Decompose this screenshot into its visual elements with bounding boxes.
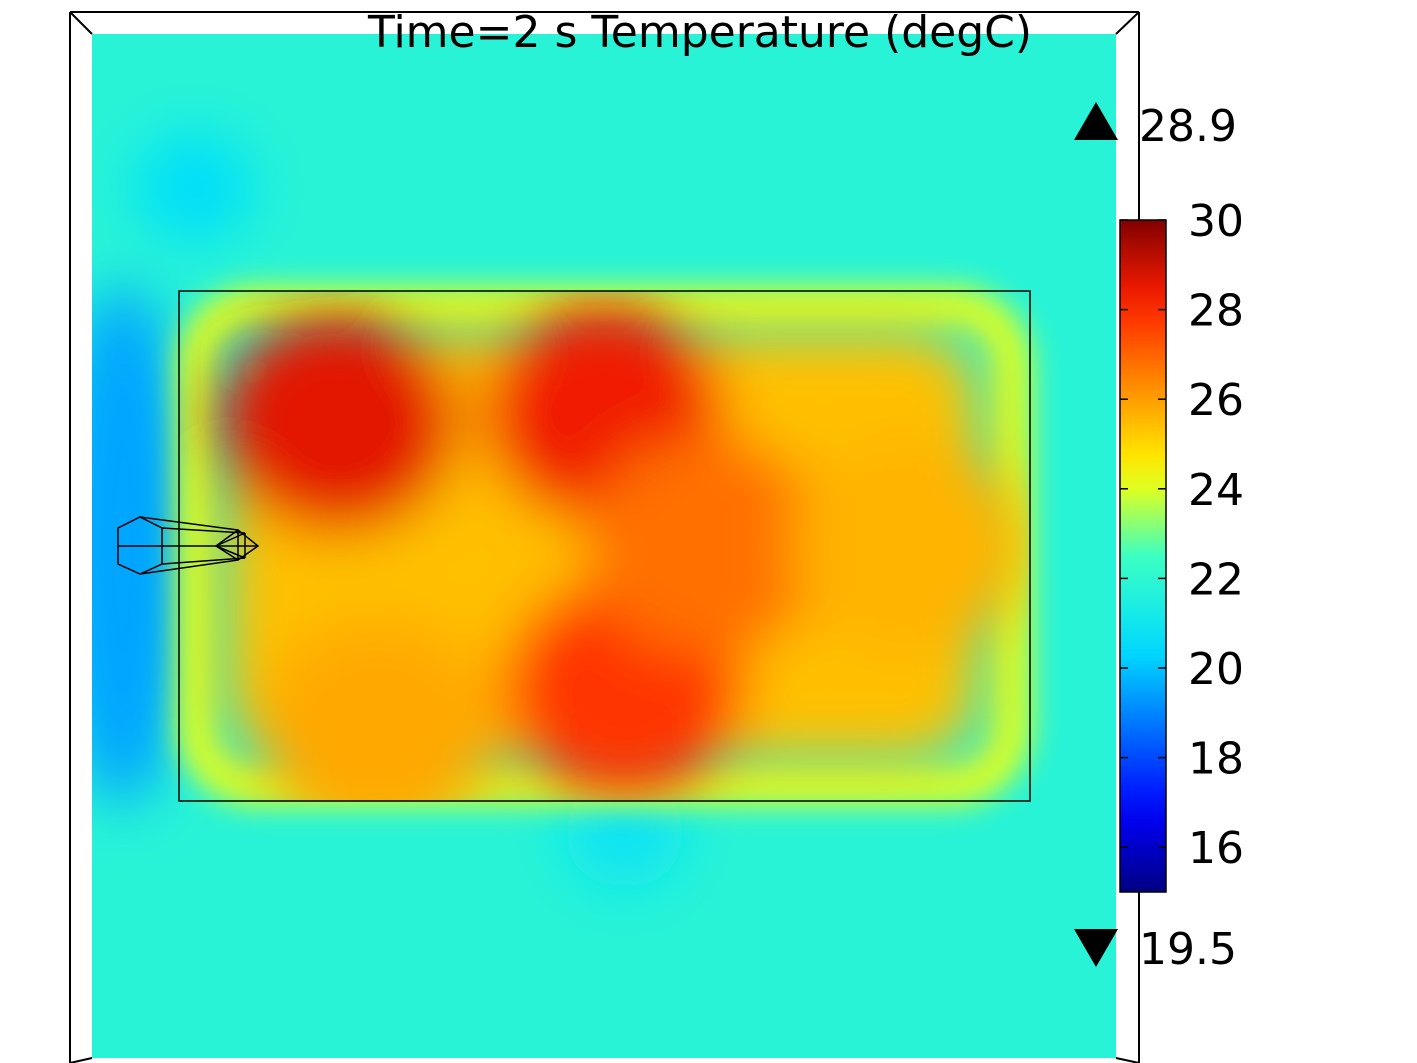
max-value-label: 28.9 bbox=[1139, 101, 1237, 152]
colorbar: 30 28 26 24 22 20 18 16 bbox=[1119, 196, 1244, 893]
colorbar-tick-label: 22 bbox=[1188, 554, 1244, 605]
hot-spot bbox=[217, 313, 458, 534]
plot-title: Time=2 s Temperature (degC) bbox=[367, 7, 1032, 58]
colorbar-tick-label: 16 bbox=[1188, 823, 1244, 874]
colorbar-gradient bbox=[1119, 219, 1167, 893]
max-arrow-icon bbox=[1074, 102, 1118, 140]
min-arrow-icon bbox=[1074, 929, 1118, 967]
colorbar-tick-label: 24 bbox=[1188, 465, 1244, 516]
colorbar-tick-label: 20 bbox=[1188, 644, 1244, 695]
colorbar-tick-label: 26 bbox=[1188, 375, 1244, 426]
colorbar-tick-label: 18 bbox=[1188, 734, 1244, 785]
hot-spot bbox=[258, 620, 499, 801]
min-value-label: 19.5 bbox=[1139, 924, 1237, 975]
fan-wireframe bbox=[117, 516, 260, 575]
colorbar-tick-label: 28 bbox=[1188, 286, 1244, 337]
hot-spot bbox=[791, 436, 1030, 656]
hot-spot bbox=[586, 436, 827, 656]
cold-spot bbox=[134, 132, 255, 243]
colorbar-tick-label: 30 bbox=[1188, 196, 1244, 247]
temperature-field bbox=[92, 34, 1116, 1058]
